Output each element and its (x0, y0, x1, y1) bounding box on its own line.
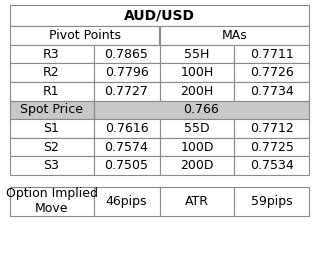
Bar (93, 63, 160, 82)
Bar (93, 138, 160, 156)
Text: 100H: 100H (180, 66, 214, 79)
Text: S1: S1 (44, 122, 59, 135)
Bar (93, 187, 160, 216)
Text: S2: S2 (44, 141, 59, 154)
Text: 0.7865: 0.7865 (105, 48, 148, 61)
Bar (10, 101, 93, 119)
Bar (10, 82, 93, 101)
Text: 0.7725: 0.7725 (250, 141, 294, 154)
Text: 55H: 55H (184, 48, 210, 61)
Bar (160, 187, 234, 216)
Text: 0.7505: 0.7505 (105, 159, 149, 172)
Text: 0.7711: 0.7711 (250, 48, 294, 61)
Text: 100D: 100D (180, 141, 214, 154)
Bar (160, 82, 234, 101)
Bar (234, 138, 309, 156)
Bar (234, 63, 309, 82)
Bar (10, 45, 93, 63)
Text: 0.7574: 0.7574 (105, 141, 148, 154)
Text: Spot Price: Spot Price (20, 103, 83, 116)
Text: 200H: 200H (180, 85, 214, 98)
Text: AUD/USD: AUD/USD (124, 9, 195, 23)
Bar (93, 156, 160, 175)
Bar (10, 138, 93, 156)
Text: R3: R3 (43, 48, 60, 61)
Text: S3: S3 (44, 159, 59, 172)
Bar (10, 63, 93, 82)
Bar (10, 5, 309, 26)
Text: ATR: ATR (185, 195, 209, 208)
Text: 0.7534: 0.7534 (250, 159, 294, 172)
Bar (160, 26, 309, 45)
Text: 0.7616: 0.7616 (105, 122, 148, 135)
Bar (10, 156, 93, 175)
Bar (160, 63, 234, 82)
Bar (160, 45, 234, 63)
Text: 0.7727: 0.7727 (105, 85, 148, 98)
Bar (10, 119, 93, 138)
Text: 55D: 55D (184, 122, 210, 135)
Text: 0.7796: 0.7796 (105, 66, 148, 79)
Bar (160, 138, 234, 156)
Bar (234, 187, 309, 216)
Bar (160, 156, 234, 175)
Bar (10, 187, 93, 216)
Bar (234, 156, 309, 175)
Text: 200D: 200D (180, 159, 214, 172)
Text: 59pips: 59pips (251, 195, 293, 208)
Bar (234, 82, 309, 101)
Text: 0.7726: 0.7726 (250, 66, 294, 79)
Bar (234, 119, 309, 138)
Bar (234, 45, 309, 63)
Bar (93, 45, 160, 63)
Text: Pivot Points: Pivot Points (48, 29, 121, 42)
Text: R1: R1 (43, 85, 60, 98)
Text: 0.766: 0.766 (184, 103, 219, 116)
Text: R2: R2 (43, 66, 60, 79)
Text: 0.7712: 0.7712 (250, 122, 294, 135)
Text: 0.7734: 0.7734 (250, 85, 294, 98)
Bar (10, 26, 159, 45)
Bar (93, 101, 309, 119)
Bar (93, 82, 160, 101)
Text: Option Implied
Move: Option Implied Move (5, 187, 98, 215)
Bar (160, 119, 234, 138)
Bar (93, 119, 160, 138)
Text: 46pips: 46pips (106, 195, 147, 208)
Text: MAs: MAs (222, 29, 247, 42)
